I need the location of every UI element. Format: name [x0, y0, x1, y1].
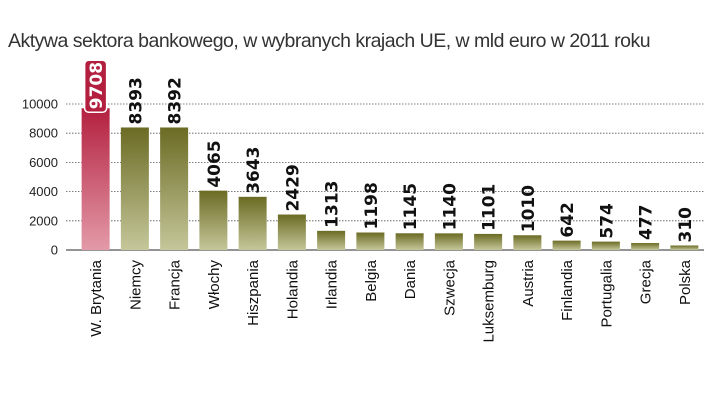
y-tick-label: 8000	[29, 126, 58, 141]
bar	[356, 232, 385, 250]
x-tick-label: Luksemburg	[481, 260, 498, 343]
bar	[631, 243, 660, 250]
highlight-label-bg	[83, 59, 108, 114]
data-label: 642	[558, 202, 578, 238]
data-label: 1198	[362, 182, 382, 229]
data-label: 1313	[323, 181, 343, 228]
y-tick-label: 10000	[22, 97, 58, 112]
data-label: 2429	[283, 164, 303, 211]
x-tick-label: Belgia	[363, 259, 380, 301]
data-label: 477	[637, 205, 657, 241]
x-tick-label: Francja	[167, 259, 184, 310]
data-label: 3643	[244, 146, 264, 193]
x-tick-label: Holandia	[284, 259, 301, 319]
y-tick-label: 4000	[29, 184, 58, 199]
data-label: 9708	[87, 62, 107, 109]
data-label: 1101	[480, 184, 500, 231]
data-label: 8392	[166, 77, 186, 124]
x-tick-label: Dania	[402, 259, 419, 299]
data-label: 574	[597, 203, 617, 239]
bar	[474, 233, 503, 250]
data-label: 4065	[205, 140, 225, 187]
bar	[552, 240, 581, 250]
bar	[395, 233, 424, 250]
bar	[277, 214, 306, 250]
y-tick-label: 0	[51, 243, 58, 258]
x-tick-label: Włochy	[206, 260, 223, 310]
bar	[434, 233, 463, 250]
data-label: 1010	[519, 185, 539, 232]
bar	[238, 196, 267, 250]
y-axis-ticks: 0 2000 4000 6000 8000 10000	[22, 97, 58, 258]
x-tick-label: Irlandia	[324, 259, 341, 309]
bar	[199, 190, 228, 250]
data-label: 310	[676, 207, 696, 243]
x-tick-label: Polska	[677, 259, 694, 305]
data-label: 8393	[126, 77, 146, 124]
x-tick-label: Niemcy	[127, 260, 144, 311]
x-tick-label: Austria	[520, 259, 537, 306]
x-tick-label: Finlandia	[559, 259, 576, 321]
data-label: 1145	[401, 183, 421, 230]
x-tick-label: Portugalia	[598, 259, 615, 327]
x-axis-ticks: W. Brytania Niemcy Francja Włochy Hiszpania H…	[88, 259, 694, 342]
y-tick-label: 6000	[29, 155, 58, 170]
x-tick-label: Szwecja	[441, 259, 458, 316]
x-tick-label: W. Brytania	[88, 259, 105, 336]
y-tick-label: 2000	[29, 213, 58, 228]
x-tick-label: Hiszpania	[245, 259, 262, 326]
bars	[81, 108, 699, 250]
bar	[317, 230, 346, 250]
bar	[591, 241, 620, 250]
bar	[160, 127, 189, 250]
value-labels: 9708 8393 8392 4065 3643 2429 1313 1198 1145 1140…	[83, 59, 696, 243]
bar	[513, 235, 542, 250]
x-tick-label: Grecja	[638, 259, 655, 304]
bar	[120, 127, 149, 250]
bar	[81, 108, 110, 250]
data-label: 1140	[440, 183, 460, 230]
chart-title: Aktywa sektora bankowego, w wybranych kr…	[8, 30, 651, 52]
bar	[670, 245, 699, 250]
